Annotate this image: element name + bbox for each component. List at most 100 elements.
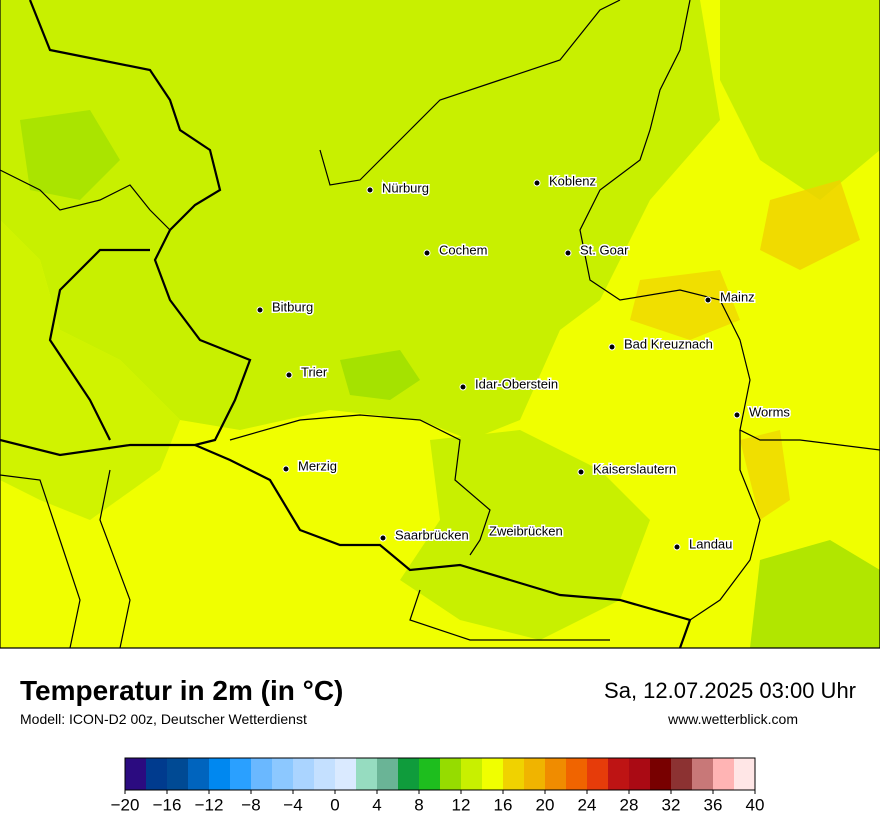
- colorbar-tick-label: 36: [704, 795, 723, 814]
- city-dot: [423, 249, 431, 257]
- subtitle: Modell: ICON-D2 00z, Deutscher Wetterdie…: [20, 711, 307, 727]
- title: Temperatur in 2m (in °C): [20, 675, 343, 706]
- colorbar-tick-label: 32: [662, 795, 681, 814]
- temp-area: [630, 270, 740, 340]
- temp-area: [400, 430, 650, 640]
- colorbar-tick-label: 40: [746, 795, 765, 814]
- colorbar-segment: [188, 758, 210, 790]
- border: [689, 430, 761, 621]
- colorbar-segment: [692, 758, 714, 790]
- colorbar-segment: [524, 758, 546, 790]
- colorbar-tick-label: 20: [536, 795, 555, 814]
- city-label: Bad Kreuznach: [624, 336, 713, 351]
- map: [0, 0, 880, 649]
- border: [48, 248, 150, 441]
- border: [319, 0, 621, 186]
- temp-area: [750, 540, 880, 648]
- colorbar-tick-label: 12: [452, 795, 471, 814]
- colorbar-tick-label: 28: [620, 795, 639, 814]
- colorbar-segment: [125, 758, 147, 790]
- city-label: Nürburg: [382, 180, 429, 195]
- colorbar-segment: [167, 758, 189, 790]
- city-dot: [366, 186, 374, 194]
- frame: [0, 0, 880, 649]
- colorbar-segment: [272, 758, 294, 790]
- border: [229, 414, 491, 556]
- city-dot: [673, 543, 681, 551]
- colorbar-segment: [734, 758, 756, 790]
- colorbar-tick-label: −8: [241, 795, 260, 814]
- city-dot: [564, 249, 572, 257]
- colorbar-segment: [293, 758, 315, 790]
- colorbar-tick-label: 24: [578, 795, 597, 814]
- colorbar-segment: [146, 758, 168, 790]
- colorbar-segment: [419, 758, 441, 790]
- city-label: Cochem: [439, 242, 487, 257]
- colorbar-segment: [251, 758, 273, 790]
- border: [0, 469, 610, 649]
- colorbar-segment: [503, 758, 525, 790]
- colorbar-frame: [124, 757, 756, 791]
- colorbar-segment: [629, 758, 651, 790]
- datetime: Sa, 12.07.2025 03:00 Uhr: [604, 678, 856, 703]
- city-label: Bitburg: [272, 299, 313, 314]
- colorbar-tick-label: 8: [414, 795, 423, 814]
- temp-area: [20, 110, 120, 200]
- city-label: Worms: [749, 404, 790, 419]
- temp-area: [760, 180, 860, 270]
- colorbar-segment: [671, 758, 693, 790]
- city-label: Merzig: [298, 458, 337, 473]
- colorbar-segment: [482, 758, 504, 790]
- colorbar-tick-label: 0: [330, 795, 339, 814]
- border: [0, 0, 252, 457]
- source: www.wetterblick.com: [667, 711, 798, 727]
- city-label: Koblenz: [549, 173, 596, 188]
- colorbar-segment: [440, 758, 462, 790]
- colorbar-segment: [209, 758, 231, 790]
- colorbar-segment: [314, 758, 336, 790]
- colorbar-tick-label: 16: [494, 795, 513, 814]
- colorbar-tick-label: −4: [283, 795, 302, 814]
- colorbar-segment: [335, 758, 357, 790]
- city-dot: [533, 179, 541, 187]
- border: [194, 443, 692, 649]
- border: [0, 169, 171, 231]
- city-label: Kaiserslautern: [593, 461, 676, 476]
- colorbar-tick-label: −16: [153, 795, 182, 814]
- city-dot: [256, 306, 264, 314]
- city-dot: [608, 343, 616, 351]
- border: [579, 0, 880, 451]
- colorbar-tick-label: −12: [195, 795, 224, 814]
- colorbar-segment: [230, 758, 252, 790]
- city-dot: [704, 296, 712, 304]
- colorbar-segment: [713, 758, 735, 790]
- colorbar-segment: [650, 758, 672, 790]
- colorbar-segment: [398, 758, 420, 790]
- city-dot: [282, 465, 290, 473]
- city-label: St. Goar: [580, 242, 629, 257]
- temp-area: [340, 350, 420, 400]
- city-label: Trier: [301, 364, 328, 379]
- colorbar-segment: [545, 758, 567, 790]
- colorbar-segment: [587, 758, 609, 790]
- colorbar-segment: [377, 758, 399, 790]
- city-label: Zweibrücken: [489, 523, 563, 538]
- colorbar-segment: [461, 758, 483, 790]
- city-dot: [577, 468, 585, 476]
- city-label: Landau: [689, 536, 732, 551]
- colorbar-segment: [608, 758, 630, 790]
- city-label: Idar-Oberstein: [475, 376, 558, 391]
- colorbar-segment: [356, 758, 378, 790]
- colorbar-segment: [566, 758, 588, 790]
- city-labels: Nürburg Koblenz Cochem St. Goar Mainz Bi…: [256, 172, 792, 553]
- city-dot: [459, 383, 467, 391]
- city-dot: [733, 411, 741, 419]
- colorbar: −20 −16 −12 −8 −4 0 4 8 12 16 20 24 28 32 36 40: [111, 757, 765, 814]
- colorbar-tick-label: 4: [372, 795, 381, 814]
- temp-area: [720, 0, 880, 200]
- city-dot: [379, 534, 387, 542]
- city-label: Saarbrücken: [395, 527, 469, 542]
- temp-area: [0, 0, 720, 440]
